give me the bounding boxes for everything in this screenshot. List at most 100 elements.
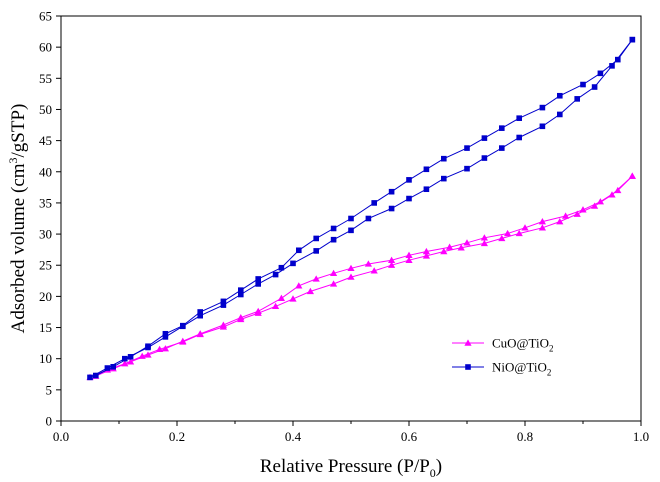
cuo-adsorption-point <box>370 267 378 274</box>
nio-adsorption-point <box>122 355 128 362</box>
nio-desorption-point <box>180 322 186 329</box>
cuo-desorption-point <box>127 358 135 365</box>
legend-label: NiO@TiO2 <box>492 360 551 378</box>
nio-desorption-point <box>145 343 151 350</box>
cuo-adsorption-point <box>556 218 564 225</box>
legend-label: CuO@TiO2 <box>492 336 554 354</box>
plot-area <box>86 36 636 381</box>
cuo-desorption-point <box>596 198 604 205</box>
y-tick-label: 35 <box>39 195 52 210</box>
nio-desorption-point <box>499 125 505 131</box>
nio-desorption-point <box>557 92 563 99</box>
x-axis-title: Relative Pressure (P/P0) <box>260 456 442 480</box>
cuo-desorption-point <box>295 282 303 289</box>
nio-desorption-point <box>348 215 354 222</box>
nio-desorption-point <box>162 330 169 337</box>
y-tick-label: 30 <box>39 227 52 242</box>
nio-desorption-point <box>516 115 522 121</box>
nio-adsorption-point <box>499 145 505 151</box>
x-tick-label: 1.0 <box>633 429 649 444</box>
y-tick-label: 65 <box>39 9 52 24</box>
y-axis-title-main: Adsorbed volume (cm <box>8 163 29 333</box>
cuo-desorption-point <box>312 275 320 282</box>
cuo-desorption-line <box>95 175 633 377</box>
cuo-desorption-point <box>277 294 285 301</box>
cuo-desorption-point <box>388 256 396 263</box>
nio-desorption-point <box>197 309 203 315</box>
cuo-desorption-point <box>179 337 187 344</box>
nio-adsorption-point <box>406 195 412 202</box>
y-tick-label: 5 <box>46 382 53 397</box>
nio-desorption-point <box>388 188 395 195</box>
legend-label-main: CuO@TiO <box>492 336 549 351</box>
cuo-desorption-point <box>463 239 471 246</box>
cuo-adsorption-point <box>457 244 465 251</box>
nio-desorption-point <box>110 363 116 370</box>
nio-desorption-line <box>95 39 633 376</box>
legend-item-cuo: CuO@TiO2 <box>452 336 554 354</box>
nio-adsorption-point <box>313 248 319 254</box>
cuo-desorption-point <box>628 172 636 179</box>
y-axis-title-end: /gSTP) <box>8 104 29 158</box>
nio-adsorption-point <box>290 260 296 267</box>
nio-desorption-point <box>580 81 586 88</box>
y-tick-label: 55 <box>39 71 52 86</box>
nio-adsorption-point <box>574 96 580 102</box>
nio-desorption-point <box>615 56 621 63</box>
nio-adsorption-point <box>464 165 470 172</box>
nio-desorption-point <box>423 166 430 173</box>
legend-label-sub: 2 <box>547 368 552 378</box>
legend-label-sub: 2 <box>549 344 554 354</box>
x-axis-title-main: Relative Pressure (P/P <box>260 456 430 477</box>
cuo-desorption-point <box>538 218 546 225</box>
cuo-adsorption-point <box>480 239 488 247</box>
nio-desorption-point <box>330 225 337 232</box>
nio-desorption-point <box>220 298 227 305</box>
nio-adsorption-line <box>89 39 633 378</box>
cuo-adsorption-point <box>388 261 396 268</box>
cuo-desorption-point <box>422 247 430 255</box>
cuo-adsorption-point <box>138 352 146 359</box>
nio-adsorption-point <box>539 123 546 130</box>
nio-adsorption-point <box>162 334 169 340</box>
nio-desorption-point <box>371 200 377 206</box>
cuo-desorption-point <box>196 330 204 337</box>
nio-desorption-point <box>481 135 488 141</box>
nio-desorption-point <box>127 354 134 360</box>
cuo-adsorption-point <box>306 287 314 295</box>
x-tick-label: 0.6 <box>401 429 418 444</box>
cuo-adsorption-point <box>330 280 338 287</box>
cuo-adsorption-point <box>538 224 546 231</box>
nio-adsorption-point <box>255 281 261 287</box>
nio-adsorption-point <box>609 63 615 69</box>
y-tick-label: 0 <box>46 414 53 429</box>
nio-desorption-point <box>441 155 447 162</box>
cuo-adsorption-point <box>272 302 280 310</box>
cuo-desorption-point <box>579 206 587 213</box>
nio-adsorption-point <box>591 84 598 90</box>
cuo-desorption-point <box>347 264 355 272</box>
y-tick-label: 60 <box>39 40 52 55</box>
cuo-desorption-point <box>237 313 245 321</box>
nio-desorption-point <box>464 145 470 151</box>
nio-adsorption-point <box>516 134 522 141</box>
nio-series <box>87 36 636 381</box>
nio-adsorption-point <box>272 271 279 278</box>
cuo-adsorption-point <box>498 234 506 242</box>
nio-desorption-point <box>629 36 636 43</box>
y-tick-label: 20 <box>39 289 52 304</box>
cuo-desorption-point <box>144 351 152 358</box>
x-tick-label: 0.8 <box>517 429 533 444</box>
nio-adsorption-point <box>557 111 563 118</box>
y-tick-label: 10 <box>39 351 52 366</box>
cuo-desorption-point <box>254 307 262 315</box>
cuo-adsorption-point <box>347 273 355 280</box>
cuo-desorption-point <box>161 345 169 352</box>
y-tick-label: 15 <box>39 320 52 335</box>
y-axis-title: Adsorbed volume (cm3/gSTP) <box>6 104 29 334</box>
legend-marker <box>465 364 471 370</box>
nio-desorption-point <box>406 177 412 183</box>
cuo-desorption-point <box>364 260 372 267</box>
nio-adsorption-point <box>104 365 111 371</box>
